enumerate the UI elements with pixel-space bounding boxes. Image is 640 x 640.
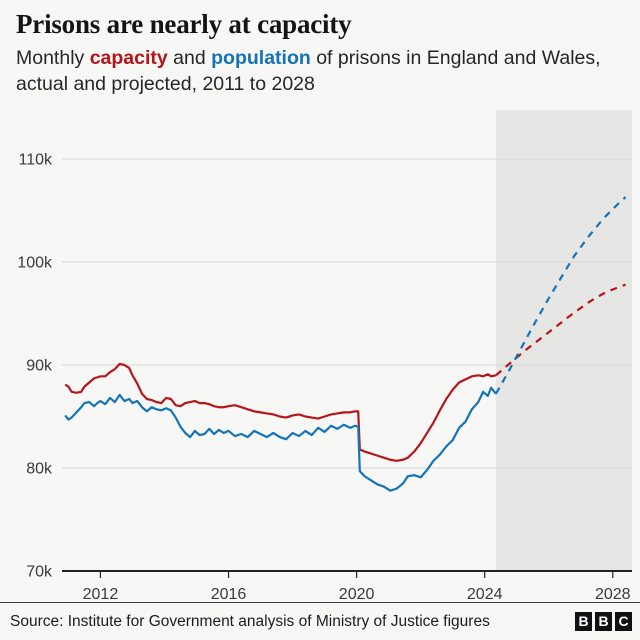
x-axis-tick-label: 2020 [339,586,375,600]
bbc-logo-letter-1: B [575,612,592,631]
x-axis-tick-label: 2012 [83,586,119,600]
subtitle-population-keyword: population [211,47,311,69]
x-axis-tick-label: 2016 [211,586,247,600]
page-title: Prisons are nearly at capacity [16,9,352,39]
bbc-logo: B B C [575,612,632,631]
y-axis-tick-label: 100k [17,255,53,272]
bbc-logo-letter-3: C [615,612,632,631]
chart-subtitle: Monthly capacity and population of priso… [16,45,632,97]
line-chart: 70k 80k 90k 100k 110k 2012 2016 2020 2024 2028 [17,110,632,600]
subtitle-part-3: of prisons in England and Wales, actual … [16,47,601,95]
y-axis-tick-label: 70k [26,564,53,581]
x-axis-tick-label: 2024 [467,586,503,600]
source-note: Source: Institute for Government analysi… [10,613,490,630]
series-line-population_projection [494,196,627,395]
x-axis-tick-label: 2028 [595,586,631,600]
y-axis-tick-label: 110k [18,152,53,169]
subtitle-capacity-keyword: capacity [89,47,168,69]
bbc-logo-letter-2: B [595,612,612,631]
chart-plot-area: 70k 80k 90k 100k 110k 2012 2016 2020 2024 2028 [0,100,640,600]
chart-footer: Source: Institute for Government analysi… [0,602,640,640]
subtitle-part-1: Monthly [16,47,90,69]
series-line-capacity [64,362,497,462]
series-line-capacity_projection [495,283,626,377]
subtitle-part-2: and [167,47,212,69]
projection-shade-region [495,110,632,571]
y-axis-tick-label: 80k [26,461,53,478]
series-line-population [64,386,497,492]
y-axis-tick-label: 90k [26,358,53,375]
